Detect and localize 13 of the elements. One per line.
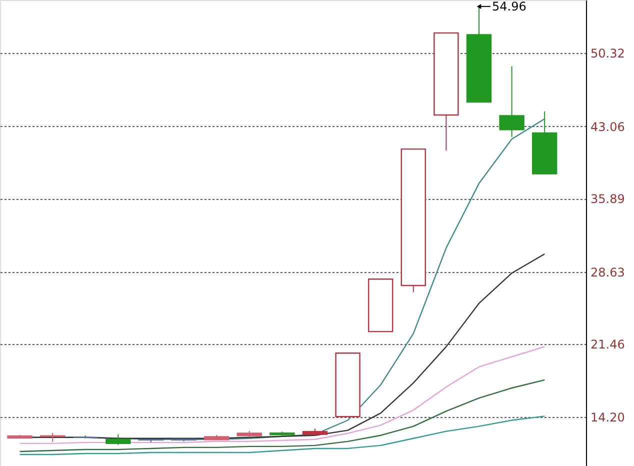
line-series [19,379,546,452]
y-tick-label: 21.46 [590,338,625,352]
annotation: 54.96 [492,0,526,14]
y-tick-label: 43.06 [590,120,625,134]
candlestick [106,434,131,446]
line-series [19,346,546,444]
y-tick-label: 35.89 [590,192,625,206]
y-tick-label: 28.63 [590,265,625,280]
candlestick [40,432,66,442]
candlestick [499,66,524,138]
y-tick-label: 50.32 [590,46,625,61]
line-series [19,416,546,456]
y-tick-label: 14.20 [590,410,625,425]
